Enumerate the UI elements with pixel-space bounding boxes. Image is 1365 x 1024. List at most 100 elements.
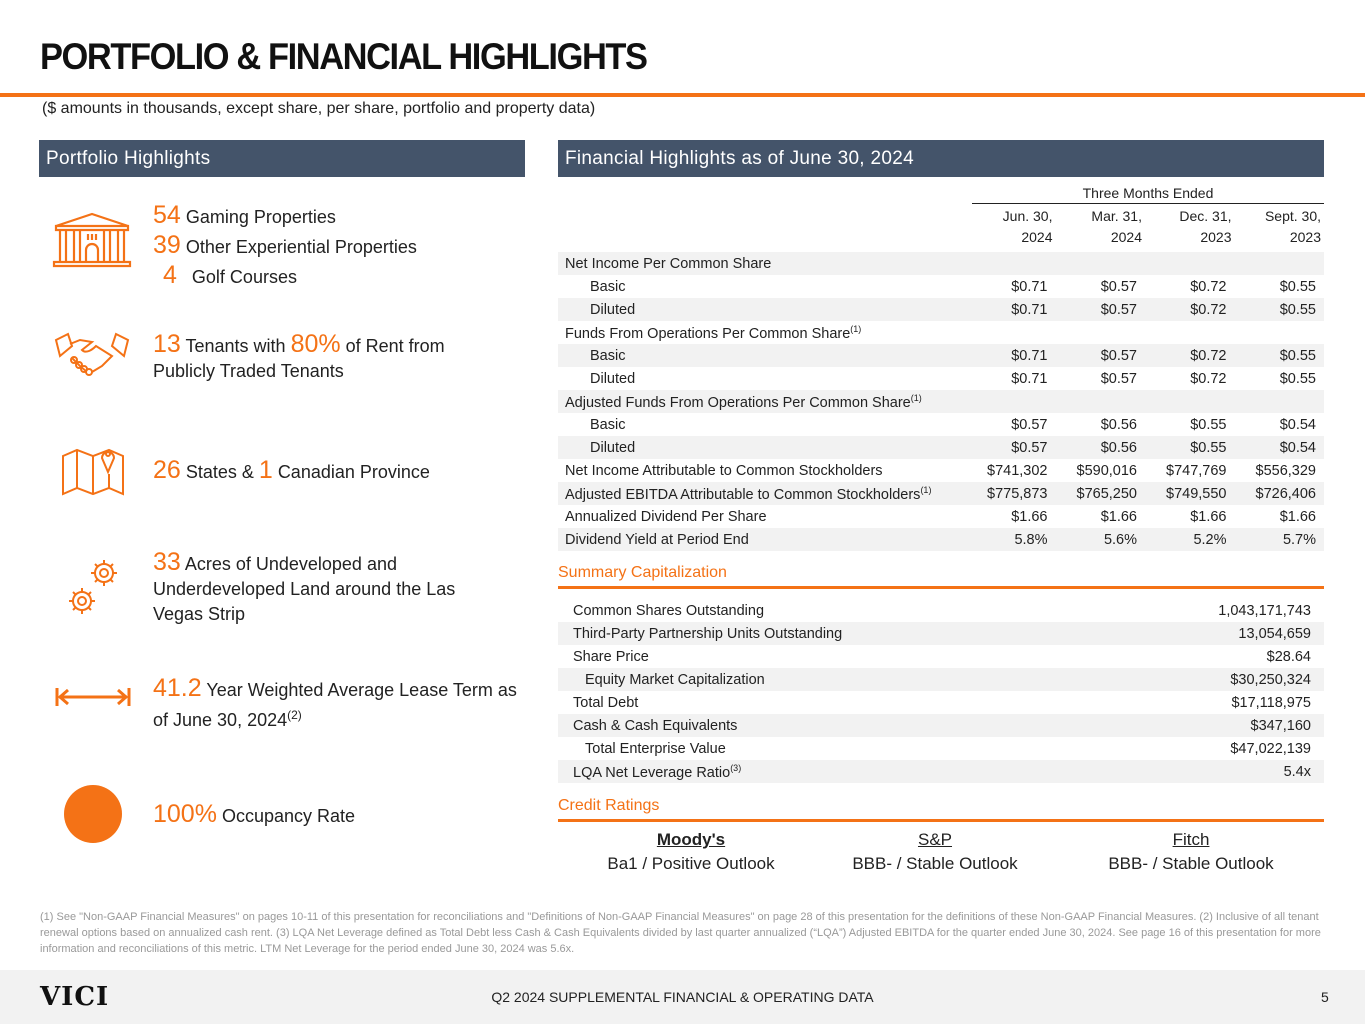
row-value (1145, 252, 1235, 275)
states-count: 26 (153, 456, 181, 484)
occupancy-label: Occupancy Rate (221, 806, 356, 826)
footer-title: Q2 2024 SUPPLEMENTAL FINANCIAL & OPERATI… (491, 989, 874, 1005)
footnote-ref: (1) (910, 392, 922, 403)
row-label: Funds From Operations Per Common Share(1… (558, 321, 966, 344)
row-value: 13,054,659 (1102, 622, 1324, 645)
row-label: Diluted (558, 298, 966, 321)
row-label: Total Enterprise Value (558, 737, 1103, 760)
column-header: Sept. 30, 2023 (1235, 206, 1325, 252)
row-value: $590,016 (1076, 462, 1137, 479)
agency-name: Fitch (1172, 830, 1210, 849)
table-row: Diluted $0.71 $0.57 $0.72 $0.55 (558, 367, 1324, 390)
row-value: $0.72 (1145, 298, 1235, 321)
table-row: Funds From Operations Per Common Share(1… (558, 321, 1324, 344)
row-value: $0.54 (1279, 416, 1316, 433)
column-header-line: 2023 (1200, 229, 1232, 245)
table-row: Basic $0.71 $0.57 $0.72 $0.55 (558, 344, 1324, 367)
row-value: $1.66 (1100, 508, 1137, 525)
row-label: Adjusted Funds From Operations Per Commo… (558, 390, 966, 413)
table-row: Adjusted Funds From Operations Per Commo… (558, 390, 1324, 413)
row-value: $28.64 (1266, 648, 1311, 665)
row-label-text: Net Income Per Common Share (565, 255, 772, 272)
table-row: Total Debt $17,118,975 (558, 691, 1324, 714)
footer: VICI Q2 2024 SUPPLEMENTAL FINANCIAL & OP… (0, 970, 1365, 1024)
row-value (1055, 252, 1145, 275)
row-label: Net Income Attributable to Common Stockh… (558, 459, 966, 482)
row-value (1234, 390, 1324, 413)
other-count: 39 (153, 231, 181, 259)
row-value: 5.8% (966, 528, 1056, 551)
row-label-text: Basic (590, 278, 626, 295)
agency-rating: BBB- / Stable Outlook (852, 854, 1018, 873)
row-label-text: Funds From Operations Per Common Share (565, 325, 851, 342)
row-value: $0.71 (966, 298, 1056, 321)
capitalization-rule (558, 586, 1324, 589)
row-value: $0.56 (1055, 436, 1145, 459)
gaming-count: 54 (153, 201, 181, 229)
gears-icon (69, 560, 117, 614)
occupancy-circle-icon (64, 785, 122, 843)
row-label: Annualized Dividend Per Share (558, 505, 966, 528)
row-value: 1,043,171,743 (1218, 602, 1311, 619)
row-label-text: Net Income Attributable to Common Stockh… (565, 462, 883, 479)
agency-rating: BBB- / Stable Outlook (1108, 854, 1274, 873)
lease-footnote-ref: (2) (287, 708, 302, 722)
states-label: States & (185, 462, 254, 482)
occupancy-percent: 100% (153, 800, 217, 828)
row-label-text: Share Price (573, 648, 649, 665)
table-row: Equity Market Capitalization $30,250,324 (558, 668, 1324, 691)
footnote-ref: (3) (730, 762, 742, 773)
row-label: Third-Party Partnership Units Outstandin… (558, 622, 1103, 645)
row-label: Basic (558, 344, 966, 367)
row-value: $0.57 (1100, 370, 1137, 387)
row-value (1145, 390, 1235, 413)
column-header-line: 2023 (1289, 229, 1321, 245)
page-number: 5 (1321, 989, 1329, 1005)
row-value: $0.55 (1234, 298, 1324, 321)
column-header-line: 2024 (1110, 229, 1142, 245)
row-value: $0.71 (1011, 370, 1048, 387)
row-value: $747,769 (1166, 462, 1227, 479)
row-value: $556,329 (1255, 462, 1316, 479)
row-label-text: Common Shares Outstanding (573, 602, 765, 619)
row-value: $0.54 (1234, 436, 1324, 459)
agency-rating: Ba1 / Positive Outlook (607, 854, 775, 873)
credit-rule (558, 819, 1324, 822)
table-row: Share Price $28.64 (558, 645, 1324, 668)
row-value (966, 390, 1056, 413)
column-header-line: Dec. 31, (1179, 208, 1232, 224)
row-label: Total Debt (558, 691, 1103, 714)
row-label: Common Shares Outstanding (558, 599, 1103, 622)
row-value: $741,302 (987, 462, 1048, 479)
column-header: Mar. 31, 2024 (1056, 206, 1146, 252)
table-row: LQA Net Leverage Ratio(3) 5.4x (558, 760, 1324, 783)
row-value: $0.71 (966, 344, 1056, 367)
tenants-stat: 13 Tenants with 80% of Rent from Publicl… (153, 332, 493, 384)
row-label-text: Adjusted EBITDA Attributable to Common S… (565, 486, 921, 503)
row-value: $749,550 (1145, 482, 1235, 505)
table-row: Common Shares Outstanding 1,043,171,743 (558, 599, 1324, 622)
row-value (1055, 390, 1145, 413)
lease-label: Year Weighted Average Lease Term as of J… (153, 680, 517, 730)
row-value: $17,118,975 (1231, 694, 1311, 711)
handshake-icon (54, 332, 130, 376)
gaming-label: Gaming Properties (185, 207, 336, 227)
map-icon (62, 448, 124, 496)
row-value: $47,022,139 (1230, 740, 1311, 757)
row-label-text: Cash & Cash Equivalents (573, 717, 738, 734)
row-value: 5.7% (1234, 528, 1324, 551)
financial-table: Jun. 30, 2024 Mar. 31, 2024 Dec. 31, 2023 Sept… (558, 206, 1324, 551)
footnotes: (1) See "Non-GAAP Financial Measures" on… (40, 911, 1321, 955)
row-value: $1.66 (1279, 508, 1316, 525)
row-label: Cash & Cash Equivalents (558, 714, 1103, 737)
column-header-line: Jun. 30, (1002, 208, 1053, 224)
row-value: 5.2% (1145, 528, 1235, 551)
financial-header: Financial Highlights as of June 30, 2024 (558, 140, 1324, 177)
table-row: Diluted $0.71 $0.57 $0.72 $0.55 (558, 298, 1324, 321)
row-label-text: Diluted (590, 370, 636, 387)
tenants-label: Tenants with (185, 336, 286, 356)
tenants-rest-label: of Rent from Publicly Traded Tenants (153, 336, 445, 381)
agency-name: S&P (917, 830, 953, 849)
portfolio-header: Portfolio Highlights (39, 140, 525, 177)
column-header: Dec. 31, 2023 (1145, 206, 1235, 252)
